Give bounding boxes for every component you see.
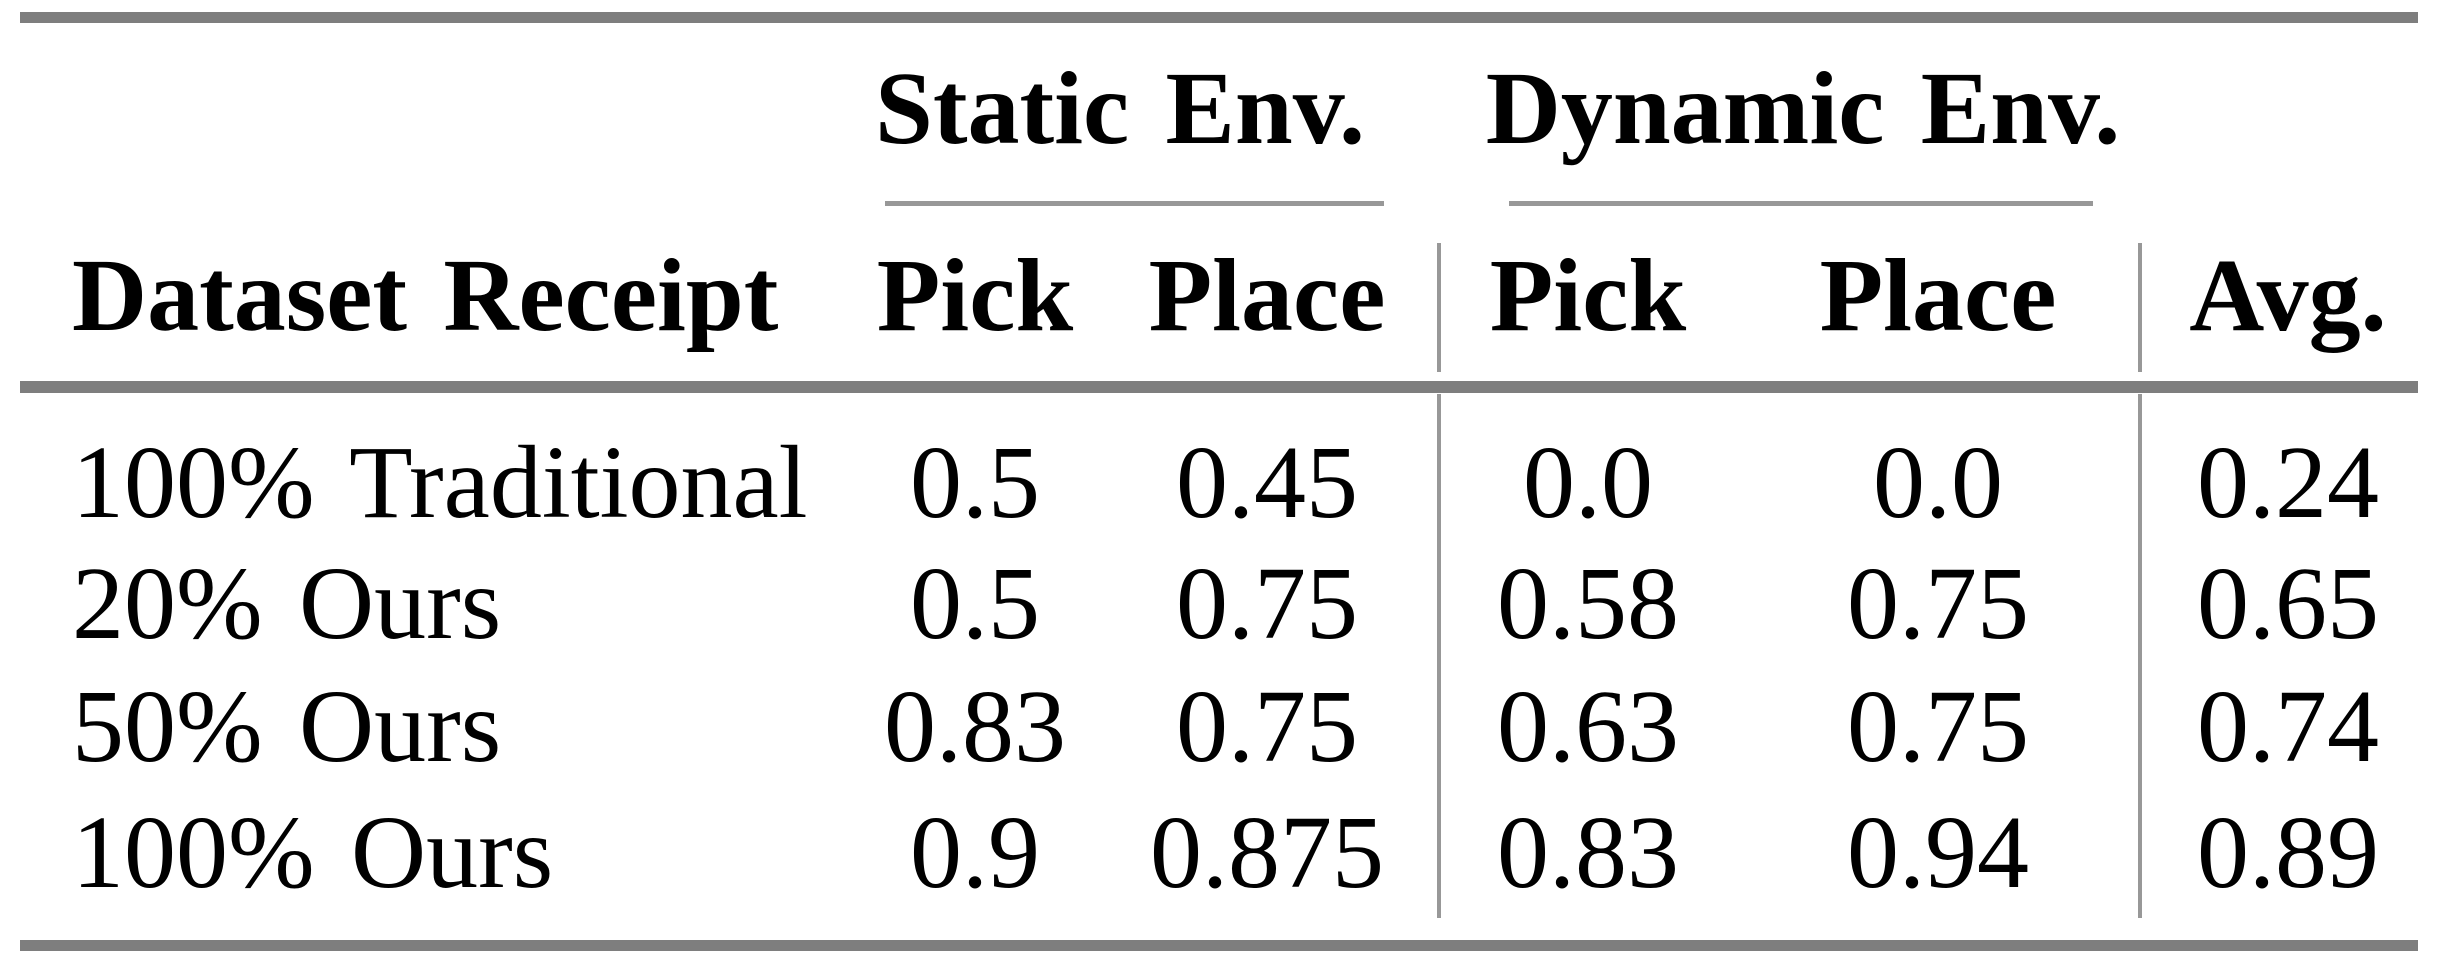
cell-static-pick: 0.9 bbox=[910, 794, 1040, 910]
row-label: 100% Ours bbox=[72, 794, 554, 910]
cell-static-pick: 0.83 bbox=[884, 668, 1066, 784]
header-static-place: Place bbox=[1148, 237, 1386, 353]
mid-rule bbox=[20, 381, 2418, 393]
cell-avg: 0.89 bbox=[2197, 794, 2379, 910]
table-row: 100% Ours 0.9 0.875 0.83 0.94 0.89 bbox=[0, 791, 2440, 913]
header-dynamic-place: Place bbox=[1819, 237, 2057, 353]
table-row: 100% Traditional 0.5 0.45 0.0 0.0 0.24 bbox=[0, 421, 2440, 543]
vertical-separator-dynamic-avg-body bbox=[2138, 394, 2142, 918]
header-dataset-receipt: Dataset Receipt bbox=[72, 237, 779, 353]
cell-avg: 0.24 bbox=[2197, 424, 2379, 540]
header-dynamic-pick: Pick bbox=[1489, 237, 1687, 353]
cell-dynamic-place: 0.0 bbox=[1873, 424, 2003, 540]
cell-static-pick: 0.5 bbox=[910, 424, 1040, 540]
header-static-pick: Pick bbox=[876, 237, 1074, 353]
table-row: 20% Ours 0.5 0.75 0.58 0.75 0.65 bbox=[0, 542, 2440, 664]
cell-dynamic-pick: 0.63 bbox=[1497, 668, 1679, 784]
cell-static-place: 0.875 bbox=[1150, 794, 1384, 910]
row-label: 100% Traditional bbox=[72, 424, 808, 540]
column-group-static-env: Static Env. bbox=[874, 50, 1366, 166]
cell-static-place: 0.75 bbox=[1176, 668, 1358, 784]
cell-static-pick: 0.5 bbox=[910, 545, 1040, 661]
cell-avg: 0.65 bbox=[2197, 545, 2379, 661]
vertical-separator-static-dynamic-body bbox=[1437, 394, 1441, 918]
cell-dynamic-place: 0.94 bbox=[1847, 794, 2029, 910]
table-row: 50% Ours 0.83 0.75 0.63 0.75 0.74 bbox=[0, 665, 2440, 787]
vertical-separator-dynamic-avg-header bbox=[2138, 243, 2142, 372]
row-label: 20% Ours bbox=[72, 545, 502, 661]
cell-static-place: 0.45 bbox=[1176, 424, 1358, 540]
bottom-rule bbox=[20, 940, 2418, 951]
row-label: 50% Ours bbox=[72, 668, 502, 784]
header-avg: Avg. bbox=[2189, 237, 2387, 353]
column-group-dynamic-env: Dynamic Env. bbox=[1485, 50, 2121, 166]
cell-dynamic-place: 0.75 bbox=[1847, 545, 2029, 661]
cell-dynamic-pick: 0.0 bbox=[1523, 424, 1653, 540]
cell-dynamic-place: 0.75 bbox=[1847, 668, 2029, 784]
table-header-row: Dataset Receipt Pick Place Pick Place Av… bbox=[0, 235, 2440, 355]
cell-dynamic-pick: 0.58 bbox=[1497, 545, 1679, 661]
cmidrule-static-env bbox=[885, 201, 1384, 206]
cell-dynamic-pick: 0.83 bbox=[1497, 794, 1679, 910]
cell-avg: 0.74 bbox=[2197, 668, 2379, 784]
cell-static-place: 0.75 bbox=[1176, 545, 1358, 661]
cmidrule-dynamic-env bbox=[1509, 201, 2093, 206]
vertical-separator-static-dynamic-header bbox=[1437, 243, 1441, 372]
top-rule bbox=[20, 12, 2418, 23]
